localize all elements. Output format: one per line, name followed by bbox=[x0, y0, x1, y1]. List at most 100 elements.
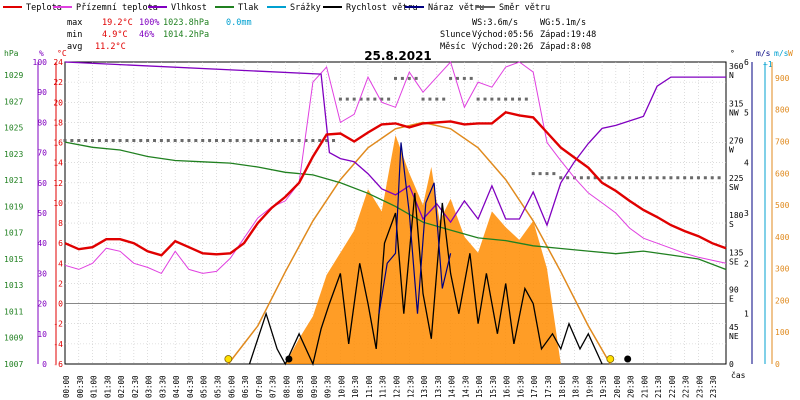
axis-tick-time: 10:30 bbox=[351, 375, 360, 398]
axis-tick-dir: W bbox=[729, 146, 734, 155]
stat-min-label: min bbox=[67, 30, 82, 40]
wind-gust-line bbox=[378, 142, 452, 314]
axis-unit-ms: m/s bbox=[756, 49, 771, 58]
stat-min-press: 1014.2hPa bbox=[163, 30, 209, 40]
sunset-text: Západ:19:48 bbox=[540, 30, 596, 40]
axis-unit-deg: ° bbox=[730, 49, 735, 58]
wind-direction-point bbox=[359, 97, 363, 101]
axis-tick-time: 20:30 bbox=[627, 375, 636, 398]
wind-direction-point bbox=[221, 139, 225, 142]
stat-max-press: 1023.8hPa bbox=[163, 18, 209, 28]
wind-direction-point bbox=[173, 139, 177, 142]
axis-tick-time: 10:00 bbox=[337, 375, 346, 398]
wind-direction-point bbox=[373, 97, 377, 101]
axis-tick-c: 10 bbox=[53, 199, 63, 208]
stat-max-temp: 19.2°C bbox=[102, 18, 133, 28]
wind-direction-point bbox=[690, 176, 694, 180]
axis-tick-time: 23:00 bbox=[695, 375, 704, 398]
axis-tick-hpa: 1015 bbox=[4, 255, 23, 264]
axis-tick-pct: 10 bbox=[37, 330, 47, 339]
axis-tick-c: 22 bbox=[53, 78, 63, 87]
wind-direction-point bbox=[153, 139, 157, 142]
wind-direction-point bbox=[641, 176, 645, 180]
axis-tick-hpa: 1025 bbox=[4, 124, 23, 133]
wind-direction-point bbox=[297, 139, 301, 142]
axis-tick-time: 08:30 bbox=[296, 375, 305, 398]
axis-tick-time: 11:00 bbox=[365, 375, 374, 398]
wind-direction-point bbox=[352, 97, 356, 101]
stat-min-hum: 46% bbox=[139, 30, 154, 40]
wind-direction-point bbox=[703, 176, 707, 180]
axis-tick-time: 01:30 bbox=[103, 375, 112, 398]
axis-tick-deg: 90 bbox=[729, 286, 739, 295]
legend-label: Vlhkost bbox=[171, 3, 207, 13]
axis-tick-c: -4 bbox=[53, 340, 63, 349]
wind-direction-point bbox=[586, 176, 590, 180]
legend-label: Tlak bbox=[238, 3, 258, 13]
wind-direction-point bbox=[118, 139, 122, 142]
sunset-marker bbox=[606, 355, 615, 363]
wind-direction-point bbox=[318, 139, 322, 142]
axis-tick-time: 19:00 bbox=[585, 375, 594, 398]
axis-tick-time: 07:30 bbox=[269, 375, 278, 398]
axis-tick-time: 20:00 bbox=[613, 375, 622, 398]
axis-tick-time: 00:00 bbox=[62, 375, 71, 398]
wind-direction-point bbox=[662, 176, 666, 180]
wind-direction-point bbox=[593, 176, 597, 180]
axis-tick-deg: 135 bbox=[729, 248, 744, 257]
legend-label: Směr větru bbox=[499, 3, 550, 13]
wind-direction-point bbox=[201, 139, 205, 142]
wind-direction-point bbox=[187, 139, 191, 142]
pressure-line bbox=[64, 141, 727, 271]
axis-tick-pct: 50 bbox=[37, 209, 47, 218]
axis-tick-c: 12 bbox=[53, 179, 63, 188]
wind-direction-point bbox=[325, 139, 329, 142]
wind-direction-point bbox=[614, 176, 618, 180]
wind-direction-point bbox=[249, 139, 253, 142]
stat-max-label: max bbox=[67, 18, 82, 28]
wind-direction-point bbox=[717, 176, 721, 180]
axis-tick-c: 4 bbox=[58, 259, 63, 268]
wind-direction-point bbox=[63, 139, 67, 142]
axis-tick-pct: 90 bbox=[37, 88, 47, 97]
moonrise-text: Východ:20:26 bbox=[472, 42, 533, 52]
wind-direction-point bbox=[366, 97, 370, 101]
axis-tick-w: 0 bbox=[775, 360, 780, 369]
wind-direction-point bbox=[648, 176, 652, 180]
legend-label: Náraz větru bbox=[428, 3, 484, 13]
axis-tick-time: 21:00 bbox=[640, 375, 649, 398]
axis-tick-w: 900 bbox=[775, 74, 790, 83]
wind-direction-point bbox=[531, 172, 535, 176]
wind-direction-point bbox=[524, 97, 528, 101]
wind-direction-point bbox=[579, 176, 583, 180]
axis-tick-c: 6 bbox=[58, 239, 63, 248]
wind-direction-point bbox=[104, 139, 108, 142]
axis-tick-time: 07:00 bbox=[255, 375, 264, 398]
axis-unit-ms2: m/s bbox=[774, 49, 789, 58]
axis-tick-c: 2 bbox=[58, 279, 63, 288]
axis-tick-w: 200 bbox=[775, 296, 790, 305]
wind-direction-point bbox=[97, 139, 101, 142]
axis-tick-pct: 70 bbox=[37, 149, 47, 158]
wind-direction-point bbox=[77, 139, 81, 142]
axis-tick-time: 05:00 bbox=[200, 375, 209, 398]
axis-tick-time: 03:00 bbox=[145, 375, 154, 398]
axis-tick-dir: NW bbox=[729, 108, 739, 117]
axis-tick-time: 19:30 bbox=[599, 375, 608, 398]
axis-tick-hpa: 1007 bbox=[4, 360, 23, 369]
axis-tick-time: 06:00 bbox=[227, 375, 236, 398]
axis-tick-time: 09:00 bbox=[310, 375, 319, 398]
axis-tick-deg: 0 bbox=[729, 360, 734, 369]
axis-tick-hpa: 1017 bbox=[4, 229, 23, 238]
wind-direction-point bbox=[676, 176, 680, 180]
stat-avg-label: avg bbox=[67, 42, 82, 52]
axis-tick-deg: 45 bbox=[729, 323, 739, 332]
axis-tick-hpa: 1013 bbox=[4, 281, 23, 290]
sun-label: Slunce bbox=[440, 30, 471, 40]
wind-direction-point bbox=[469, 76, 473, 80]
axis-tick-w: 700 bbox=[775, 137, 790, 146]
axis-tick-w: 300 bbox=[775, 265, 790, 274]
wind-direction-point bbox=[304, 139, 308, 142]
axis-tick-time: 12:00 bbox=[393, 375, 402, 398]
axis-unit-pct: % bbox=[39, 49, 44, 58]
